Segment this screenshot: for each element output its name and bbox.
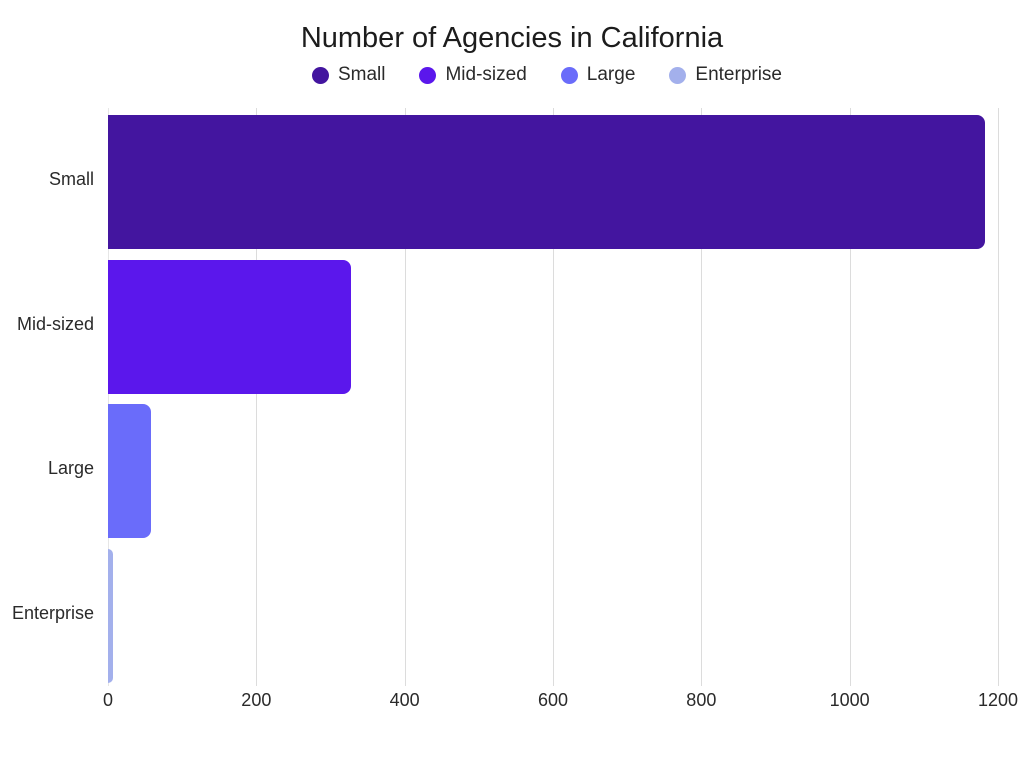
- x-tick-label: 200: [241, 690, 272, 710]
- category-label: Large: [47, 458, 94, 479]
- gridline: [553, 108, 554, 686]
- bar-small: [108, 115, 985, 250]
- gridline: [849, 108, 851, 686]
- gridline: [701, 108, 703, 686]
- legend-label: Enterprise: [695, 64, 783, 85]
- legend-item-mid-sized: Mid-sized: [419, 64, 527, 86]
- legend-swatch-icon: [560, 66, 578, 84]
- plot-area: [108, 108, 999, 686]
- bar-mid-sized: [108, 259, 352, 394]
- legend-swatch-icon: [669, 66, 687, 84]
- gridline: [404, 108, 406, 686]
- legend-label: Small: [337, 64, 386, 85]
- x-tick-label: 0: [102, 690, 114, 710]
- legend: Small Mid-sized Large Enterprise: [0, 64, 1024, 86]
- legend-swatch-icon: [419, 66, 437, 84]
- x-tick-label: 1000: [829, 690, 870, 710]
- legend-label: Large: [586, 64, 636, 85]
- category-label: Small: [48, 169, 94, 190]
- y-axis-line: [108, 108, 109, 686]
- bar-enterprise: [108, 548, 114, 683]
- chart-title: Number of Agencies in California: [300, 22, 724, 54]
- x-tick-label: 1200: [977, 690, 1019, 710]
- category-label: Enterprise: [11, 602, 94, 623]
- category-label: Mid-sized: [16, 313, 94, 334]
- legend-label: Mid-sized: [445, 64, 527, 85]
- legend-item-enterprise: Enterprise: [669, 64, 782, 86]
- gridline: [998, 108, 999, 686]
- x-tick-label: 400: [389, 690, 420, 710]
- x-tick-label: 600: [537, 690, 569, 710]
- legend-swatch-icon: [311, 66, 329, 84]
- legend-item-small: Small: [311, 64, 386, 86]
- bar-large: [108, 404, 152, 539]
- gridline: [256, 108, 258, 686]
- legend-item-large: Large: [560, 64, 636, 86]
- x-tick-label: 800: [686, 690, 717, 710]
